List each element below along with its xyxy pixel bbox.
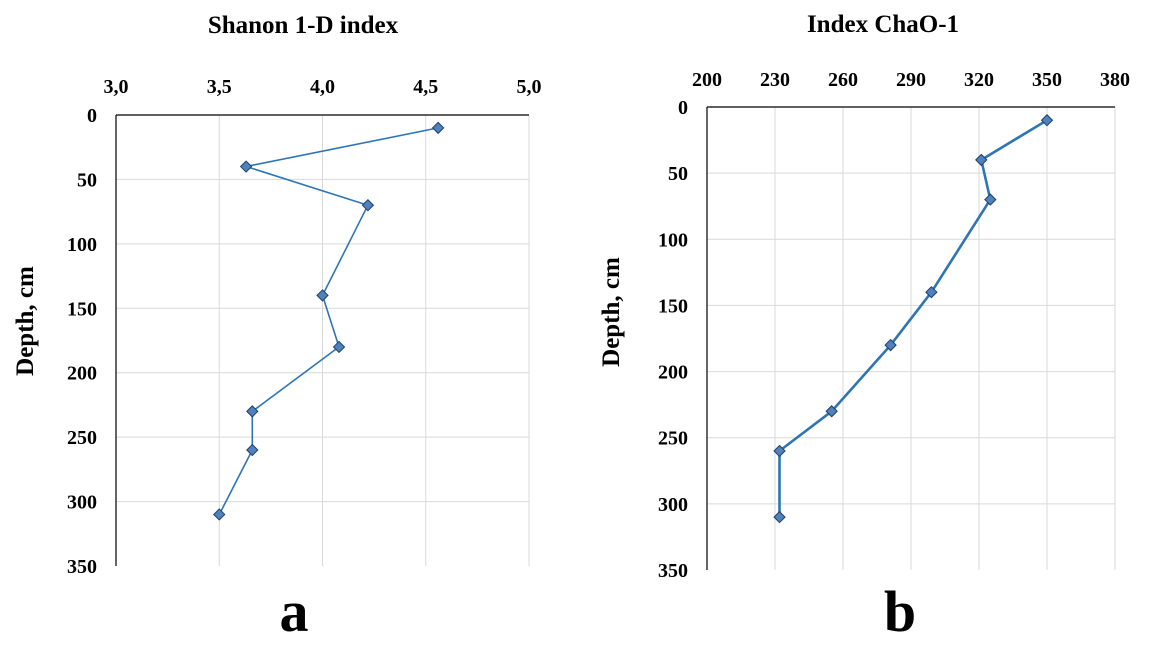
chart-title: Shanon 1-D index xyxy=(208,12,399,39)
data-point xyxy=(332,340,346,354)
y-tick-label: 50 xyxy=(668,163,688,185)
y-tick-label: 250 xyxy=(658,428,688,450)
data-point xyxy=(984,193,997,206)
data-point xyxy=(239,160,253,173)
chart-a: 3,0 3,5 4,0 4,5 5,0 0 50 100 150 200 250 300 350 Shan… xyxy=(12,12,542,644)
y-tick-label: 350 xyxy=(67,556,97,578)
data-point xyxy=(246,443,259,457)
x-tick-label: 320 xyxy=(964,69,994,91)
data-point xyxy=(1040,114,1054,127)
y-tick-label: 100 xyxy=(658,229,688,251)
data-point xyxy=(825,405,838,418)
x-tick-label: 380 xyxy=(1100,69,1130,91)
y-tick-label: 50 xyxy=(77,169,97,191)
x-tick-label: 260 xyxy=(828,69,858,91)
data-point xyxy=(213,508,226,521)
y-tick-label: 200 xyxy=(67,363,97,385)
x-tick-label: 4,0 xyxy=(310,76,335,98)
chart-b: 200 230 260 290 320 350 380 0 50 100 150 200 250 300 3… xyxy=(598,11,1130,644)
data-point xyxy=(773,444,786,458)
x-tick-label: 3,0 xyxy=(104,76,129,98)
data-point xyxy=(246,405,259,418)
y-axis-label: Depth, cm xyxy=(598,257,625,367)
x-tick-label: 4,5 xyxy=(413,76,438,98)
y-tick-label: 0 xyxy=(678,97,688,119)
panel-letter-a: a xyxy=(280,579,309,644)
y-tick-label: 250 xyxy=(67,427,97,449)
y-tick-label: 350 xyxy=(658,560,688,582)
y-tick-label: 150 xyxy=(67,298,97,320)
data-point xyxy=(925,285,938,299)
data-point xyxy=(431,121,445,135)
y-tick-label: 100 xyxy=(67,234,97,256)
x-tick-label: 5,0 xyxy=(517,76,542,98)
chart-title: Index ChaO-1 xyxy=(807,11,959,38)
y-tick-label: 0 xyxy=(87,105,97,127)
y-tick-label: 300 xyxy=(67,492,97,514)
x-tick-label: 200 xyxy=(692,69,722,91)
panel-letter-b: b xyxy=(884,579,916,644)
data-point xyxy=(361,198,375,212)
data-point xyxy=(884,338,897,352)
y-axis-label: Depth, cm xyxy=(12,266,39,376)
data-point xyxy=(316,289,329,302)
x-tick-label: 290 xyxy=(896,69,926,91)
y-tick-label: 300 xyxy=(658,494,688,516)
x-tick-label: 230 xyxy=(760,69,790,91)
data-point xyxy=(975,153,988,167)
y-tick-label: 150 xyxy=(658,295,688,317)
series-line xyxy=(778,119,1048,518)
x-tick-label: 3,5 xyxy=(207,76,232,98)
series-line xyxy=(218,127,439,515)
x-tick-label: 350 xyxy=(1032,69,1062,91)
y-tick-label: 200 xyxy=(658,362,688,384)
data-point xyxy=(773,510,786,524)
